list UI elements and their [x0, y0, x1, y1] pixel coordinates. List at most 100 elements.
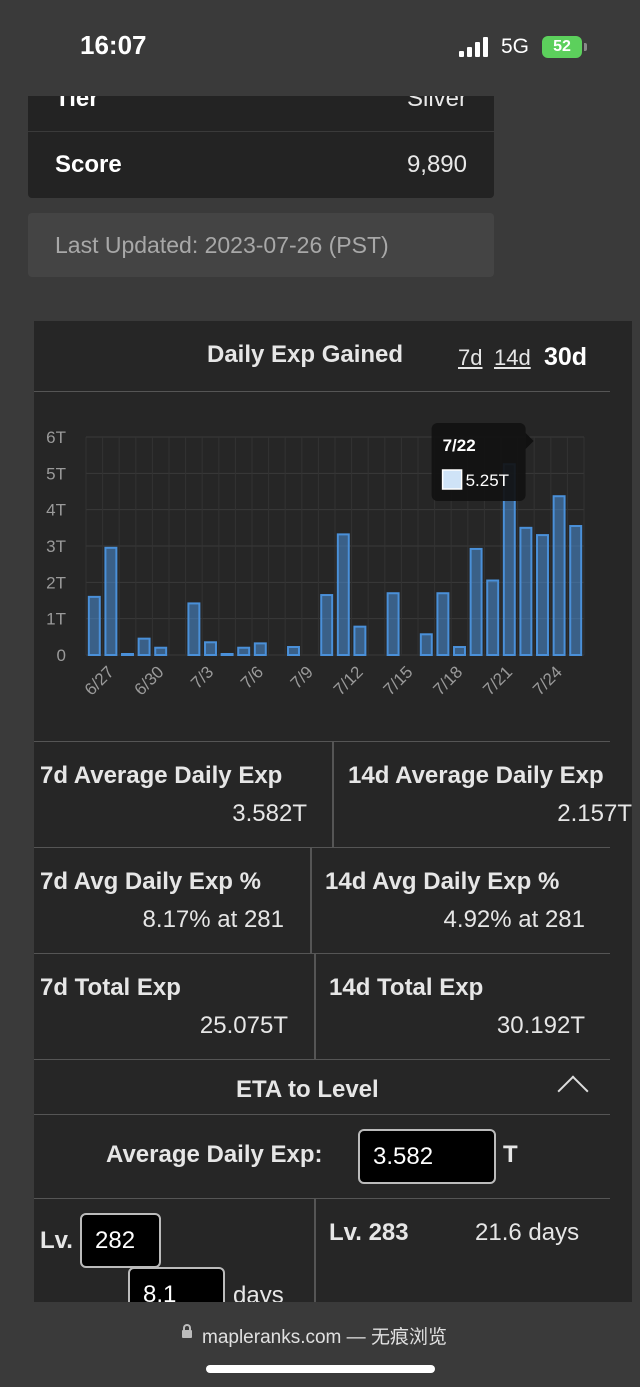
y-tick-label: 4T	[46, 501, 66, 520]
bar	[253, 642, 267, 657]
profile-card: Tier Silver Score 9,890	[28, 96, 494, 198]
chevron-up-icon[interactable]	[557, 1075, 589, 1107]
tier-label: Tier	[55, 96, 99, 112]
x-tick-label: 7/6	[237, 662, 267, 692]
bar	[121, 653, 134, 656]
avg7-value: 3.582T	[232, 800, 307, 827]
avg-unit: T	[503, 1141, 518, 1168]
days-input[interactable]: 8.1	[128, 1267, 225, 1302]
last-updated: Last Updated: 2023-07-26 (PST)	[28, 213, 494, 277]
avg-row: 7d Average Daily Exp 3.582T 14d Average …	[34, 741, 632, 848]
x-tick-label: 7/18	[429, 662, 466, 699]
next-level-days: 21.6 days	[475, 1219, 580, 1246]
days-unit: days	[233, 1282, 284, 1302]
lock-icon	[182, 1324, 192, 1338]
avg-daily-input[interactable]: 3.582	[358, 1129, 496, 1184]
pct14-label: 14d Avg Daily Exp %	[325, 868, 560, 895]
range-30d-active[interactable]: 30d	[544, 343, 588, 371]
url-label[interactable]: mapleranks.com — 无痕浏览	[202, 1327, 447, 1348]
x-tick-label: 6/27	[81, 662, 118, 699]
bar	[187, 602, 201, 656]
clock: 16:07	[80, 30, 147, 60]
bar	[87, 595, 101, 657]
y-tick-label: 6T	[46, 428, 66, 447]
avg14-value: 2.157T	[557, 800, 632, 827]
bar	[569, 525, 583, 656]
bar	[419, 633, 433, 656]
divider	[332, 742, 334, 848]
eta-avg-row: Average Daily Exp: 3.582 T	[34, 1115, 610, 1199]
y-tick-label: 5T	[46, 464, 66, 483]
y-tick-label: 1T	[46, 610, 66, 629]
bar	[436, 592, 450, 657]
score-row: Score 9,890	[28, 132, 494, 198]
bar	[154, 646, 168, 657]
range-14d-link[interactable]: 14d	[494, 345, 531, 370]
browser-bottom-bar: mapleranks.com — 无痕浏览	[0, 1302, 640, 1387]
total14-cell: 14d Total Exp 30.192T	[316, 954, 610, 1060]
total-row: 7d Total Exp 25.075T 14d Total Exp 30.19…	[34, 953, 610, 1060]
total7-value: 25.075T	[199, 1012, 288, 1039]
eta-title: ETA to Level	[236, 1076, 379, 1103]
x-tick-label: 6/30	[131, 662, 168, 699]
bar	[287, 646, 300, 657]
eta-toggle[interactable]: ETA to Level	[34, 1059, 610, 1115]
tooltip-swatch	[441, 469, 463, 490]
eta-level-row: Lv. 282 8.1 days Lv. 283 21.6 days	[34, 1199, 610, 1302]
exp-panel: Daily Exp Gained 7d 14d 30d 0 1T 2T 3T 4T 5T 6…	[34, 321, 632, 1302]
x-tick-label: 7/12	[330, 662, 367, 699]
level-label: Lv.	[40, 1227, 73, 1254]
bar	[519, 526, 533, 656]
home-indicator[interactable]	[206, 1365, 435, 1373]
avg14-cell: 14d Average Daily Exp 2.157T	[334, 742, 634, 848]
x-tick-label: 7/9	[287, 662, 317, 692]
divider	[310, 848, 312, 954]
y-tick-label: 0	[57, 646, 66, 665]
pct7-cell: 7d Avg Daily Exp % 8.17% at 281	[34, 848, 310, 954]
divider	[314, 1199, 316, 1302]
bar	[486, 579, 500, 656]
pct14-value: 4.92% at 281	[443, 906, 585, 933]
tooltip-value: 5.25T	[466, 471, 509, 490]
x-tick-label: 7/15	[380, 662, 417, 699]
bar	[386, 592, 400, 657]
pct-row: 7d Avg Daily Exp % 8.17% at 281 14d Avg …	[34, 847, 610, 954]
total14-label: 14d Total Exp	[329, 974, 484, 1001]
bar	[552, 495, 566, 657]
total7-cell: 7d Total Exp 25.075T	[34, 954, 314, 1060]
total14-value: 30.192T	[496, 1012, 585, 1039]
bar	[453, 646, 466, 657]
x-tick-label: 7/3	[187, 662, 217, 692]
battery-icon: 52	[542, 36, 587, 58]
avg14-label: 14d Average Daily Exp	[348, 762, 604, 789]
pct7-label: 7d Avg Daily Exp %	[40, 868, 261, 895]
tooltip-arrow	[525, 433, 534, 449]
avg-daily-label: Average Daily Exp:	[106, 1141, 323, 1168]
status-bar: 16:07 5G 52	[0, 0, 640, 96]
bar	[320, 594, 334, 657]
bar	[104, 546, 118, 656]
tooltip-date: 7/22	[443, 436, 476, 455]
bar	[220, 653, 234, 656]
level-input[interactable]: 282	[80, 1213, 161, 1268]
score-label: Score	[55, 151, 122, 178]
chart-header: Daily Exp Gained 7d 14d 30d	[34, 321, 610, 392]
bar	[536, 534, 549, 657]
pct14-cell: 14d Avg Daily Exp % 4.92% at 281	[312, 848, 610, 954]
chart-title: Daily Exp Gained	[207, 341, 404, 368]
tier-value: Silver	[406, 96, 467, 112]
total7-label: 7d Total Exp	[40, 974, 181, 1001]
y-tick-label: 3T	[46, 537, 66, 556]
stats-grid: 7d Average Daily Exp 3.582T 14d Average …	[34, 741, 632, 1302]
tier-row: Tier Silver	[28, 96, 494, 132]
bar	[137, 637, 151, 656]
score-value: 9,890	[406, 151, 467, 178]
network-type: 5G	[501, 35, 530, 58]
divider	[314, 954, 316, 1060]
x-tick-label: 7/21	[479, 662, 516, 699]
web-content[interactable]: Tier Silver Score 9,890 Last Updated: 20…	[0, 96, 640, 1302]
next-level-label: Lv. 283	[329, 1219, 409, 1246]
range-7d-link[interactable]: 7d	[458, 345, 483, 370]
daily-exp-chart[interactable]: 0 1T 2T 3T 4T 5T 6T 6/27 6/30 7/3 7/6 7/9 7/12 7/15 7/…	[34, 393, 610, 741]
bar	[469, 547, 483, 656]
